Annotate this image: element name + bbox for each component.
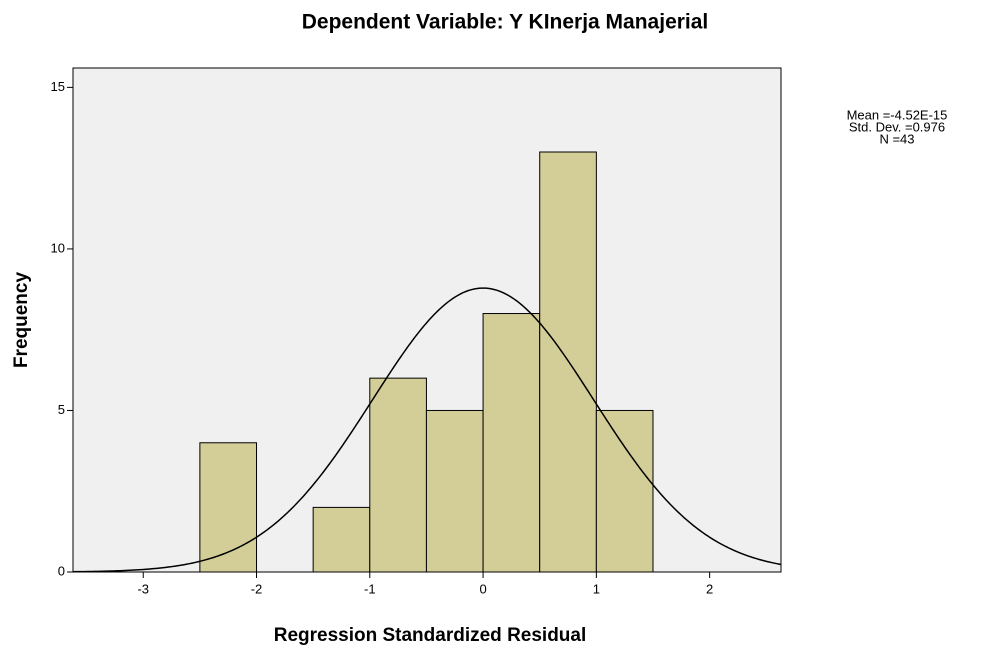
stat-label: Mean =-4.52E-15 [847, 107, 948, 122]
bar [595, 409, 654, 573]
chart-title: Dependent Variable: Y KInerja Manajerial [302, 11, 709, 34]
bar [369, 377, 427, 573]
x-tick-label: 2 [706, 581, 713, 596]
plot-frame [72, 67, 782, 573]
x-tick-label: -2 [251, 581, 263, 596]
x-axis-title: Regression Standardized Residual [274, 625, 587, 646]
bar [312, 506, 371, 573]
bar [539, 151, 597, 573]
x-tick-label: 0 [479, 581, 486, 596]
x-tick-label: -1 [364, 581, 376, 596]
x-tick-label: 1 [593, 581, 600, 596]
normal-curve [72, 287, 782, 573]
y-axis-title: Frequency [11, 272, 32, 369]
bar [199, 442, 258, 573]
y-tick-label: 10 [51, 240, 65, 255]
x-tick-label: -3 [137, 581, 149, 596]
bar [425, 409, 484, 573]
stat-label: Std. Dev. =0.976 [849, 119, 945, 134]
y-tick-label: 5 [58, 402, 65, 417]
y-tick-label: 15 [51, 79, 65, 94]
stat-label: N =43 [879, 131, 914, 146]
y-tick-label: 0 [58, 563, 65, 578]
bar [482, 313, 541, 573]
